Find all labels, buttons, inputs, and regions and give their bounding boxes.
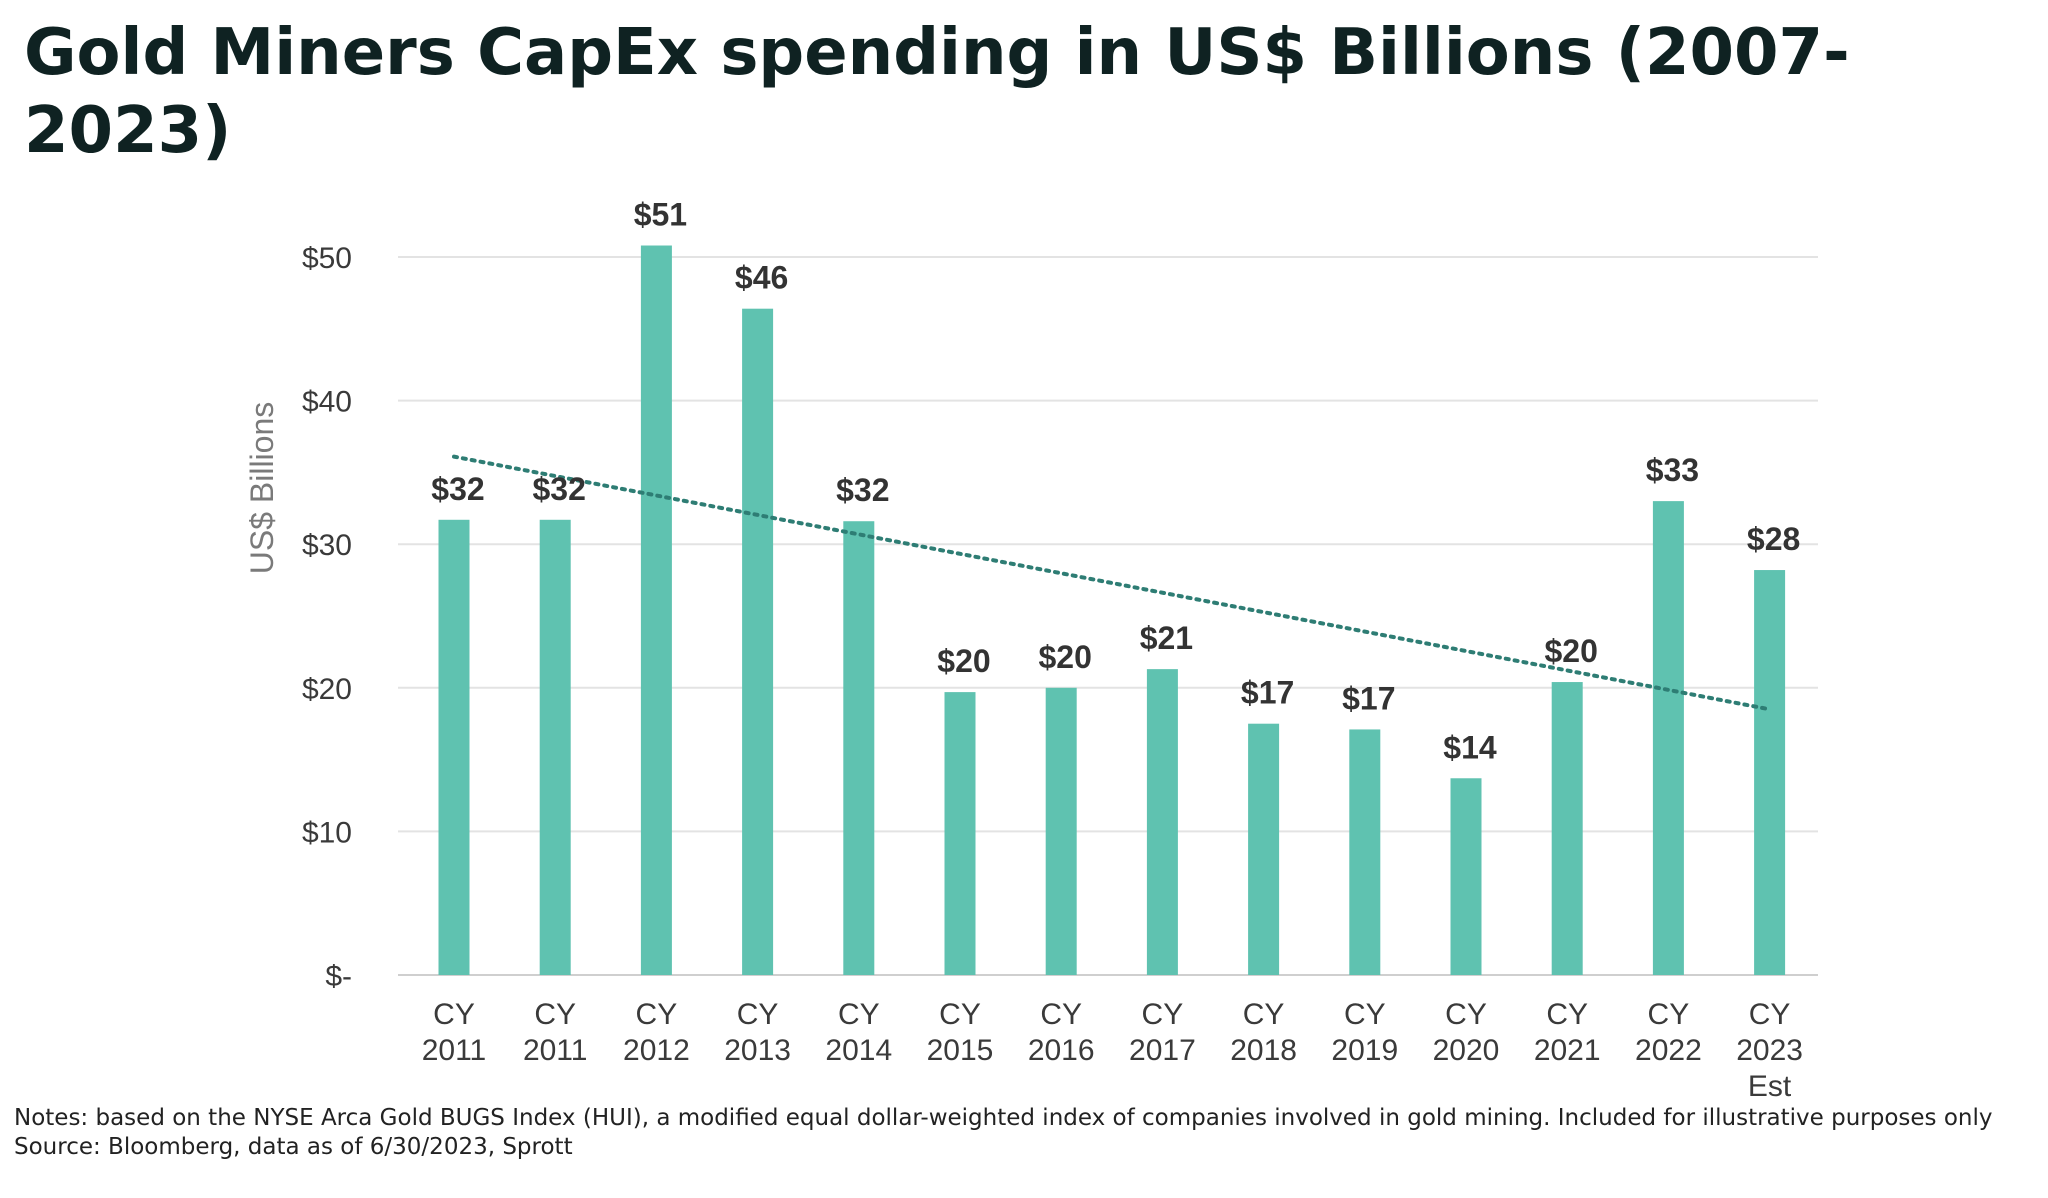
x-tick-line: CY [1749,998,1791,1031]
bar [438,519,470,975]
notes-text: Notes: based on the NYSE Arca Gold BUGS … [14,1105,1993,1131]
x-tick-label: CY 2011 [422,998,487,1067]
x-tick-label: CY 2016 [1028,998,1095,1067]
x-tick-line: 2019 [1331,1034,1398,1067]
x-tick-line: 2022 [1635,1034,1702,1067]
x-tick-line: 2011 [523,1034,588,1067]
y-axis-label: US$ Billions [244,402,280,575]
x-tick-label: CY 2020 [1433,998,1500,1067]
source-text: Source: Bloomberg, data as of 6/30/2023,… [14,1134,573,1160]
x-tick-line: CY [1344,998,1386,1031]
data-label: $20 [1039,639,1092,675]
x-tick-line: CY [433,998,475,1031]
y-tick-label: $30 [302,529,352,562]
x-tick-label: CY 2023 Est [1736,998,1803,1100]
notes: Notes: based on the NYSE Arca Gold BUGS … [14,1104,2024,1162]
bar-chart: $32 $32 $51 $46 $32 $20 $20 $21 $17 $17 $14 $20 $33 $… [244,197,1818,1100]
bar [1551,682,1583,975]
bar [1754,570,1786,975]
bar [1652,501,1684,975]
x-tick-line: CY [1142,998,1184,1031]
y-tick-label: $10 [302,816,352,849]
x-tick-line: 2021 [1534,1034,1601,1067]
bar [1146,669,1178,975]
x-tick-line: CY [1445,998,1487,1031]
data-label: $32 [431,471,484,507]
y-tick-label: $20 [302,673,352,706]
x-tick-line: 2020 [1433,1034,1500,1067]
data-label: $46 [735,260,788,296]
x-tick-line: CY [737,998,779,1031]
x-tick-line: CY [1648,998,1690,1031]
data-label: $20 [1545,633,1598,669]
x-tick-line: 2023 [1736,1034,1803,1067]
bar [742,308,774,975]
bar [944,692,976,975]
x-tick-line: 2015 [927,1034,994,1067]
x-tick-line: Est [1748,1070,1792,1100]
x-tick-label: CY 2021 [1534,998,1601,1067]
bar [539,519,571,975]
bar [1248,723,1280,975]
y-axis-ticks: $- $10 $20 $30 $40 $50 [302,242,352,993]
x-tick-line: CY [939,998,981,1031]
bar [1450,778,1482,975]
bar [1349,729,1381,975]
x-tick-label: CY 2013 [724,998,791,1067]
data-label: $32 [533,471,586,507]
data-label: $28 [1747,521,1800,557]
x-tick-label: CY 2018 [1230,998,1297,1067]
x-tick-line: CY [534,998,576,1031]
y-tick-label: $40 [302,386,352,419]
x-tick-line: CY [1243,998,1285,1031]
x-tick-label: CY 2017 [1129,998,1196,1067]
x-tick-line: CY [838,998,880,1031]
x-tick-line: 2012 [623,1034,690,1067]
x-tick-label: CY 2019 [1331,998,1398,1067]
x-tick-line: 2017 [1129,1034,1196,1067]
x-tick-line: 2016 [1028,1034,1095,1067]
y-tick-label: $- [325,960,352,993]
x-tick-line: 2011 [422,1034,487,1067]
trendline [452,454,1772,712]
data-label: $17 [1342,680,1395,716]
bar [1045,687,1077,975]
x-tick-line: 2014 [825,1034,892,1067]
x-tick-line: 2018 [1230,1034,1297,1067]
data-label: $32 [836,472,889,508]
data-label: $51 [634,197,687,233]
x-tick-label: CY 2011 [523,998,588,1067]
bar [843,521,875,975]
x-tick-label: CY 2012 [623,998,690,1067]
gridlines [398,256,1818,976]
trendline-path [452,454,1772,712]
y-tick-label: $50 [302,242,352,275]
data-label: $17 [1241,675,1294,711]
data-labels: $32 $32 $51 $46 $32 $20 $20 $21 $17 $17 $14 $20 $33 $… [431,197,1800,766]
chart-title: Gold Miners CapEx spending in US$ Billio… [24,16,1850,168]
data-label: $33 [1646,452,1699,488]
data-label: $14 [1443,729,1497,765]
data-label: $20 [937,643,990,679]
x-tick-label: CY 2014 [825,998,892,1067]
x-tick-line: CY [1546,998,1588,1031]
x-tick-line: CY [636,998,678,1031]
bar [640,245,672,976]
x-tick-line: 2013 [724,1034,791,1067]
x-tick-label: CY 2022 [1635,998,1702,1067]
x-tick-label: CY 2015 [927,998,994,1067]
bars [438,245,1786,976]
x-tick-line: CY [1040,998,1082,1031]
data-label: $21 [1140,620,1193,656]
